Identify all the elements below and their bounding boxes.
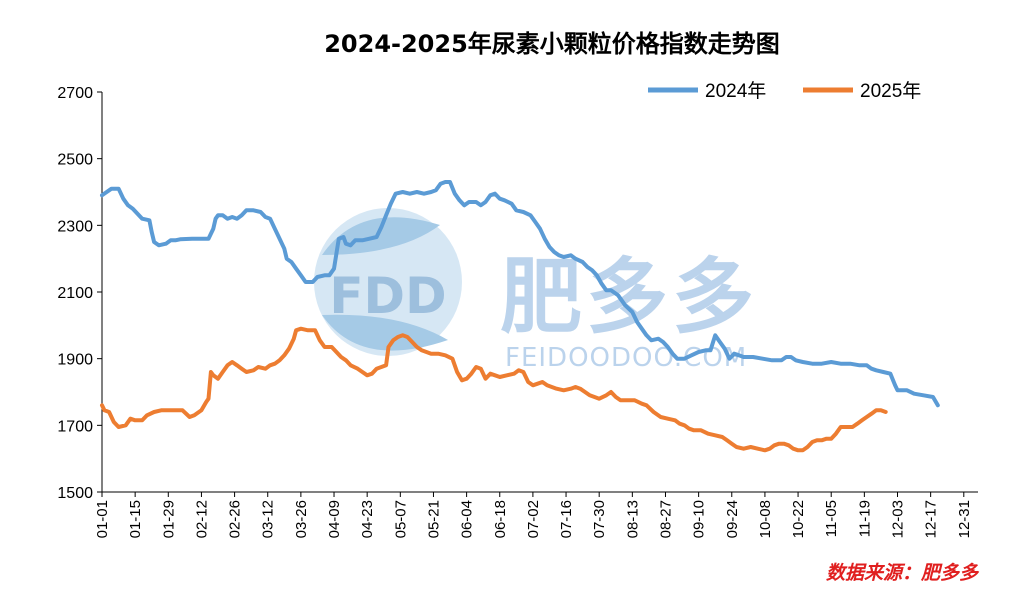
watermark-logo-text: FDD — [329, 267, 446, 325]
y-tick-label: 1700 — [57, 418, 93, 435]
x-tick-label: 12-31 — [956, 500, 973, 538]
series-layer — [100, 180, 940, 453]
x-ticks: 01-01 01-15 01-29 02-12 02-26 03-12 03-26 04-09… — [94, 492, 973, 538]
x-tick-label: 06-18 — [492, 500, 509, 538]
y-tick-label: 1900 — [57, 352, 93, 369]
x-tick-label: 01-01 — [94, 500, 111, 538]
y-tick-label: 2500 — [57, 152, 93, 169]
x-tick-label: 03-26 — [293, 500, 310, 538]
y-tick-label: 2100 — [57, 285, 93, 302]
x-tick-label: 07-30 — [591, 500, 608, 538]
x-tick-label: 07-02 — [525, 500, 542, 538]
x-tick-label: 12-17 — [923, 500, 940, 538]
x-tick-label: 01-15 — [127, 500, 144, 538]
legend-label-2024: 2024年 — [705, 80, 766, 102]
x-tick-label: 02-12 — [193, 500, 210, 538]
legend: 2024年 2025年 — [648, 80, 921, 102]
x-tick-label: 04-09 — [326, 500, 343, 538]
x-tick-label: 07-16 — [558, 500, 575, 538]
x-tick-label: 06-04 — [459, 500, 476, 538]
x-tick-label: 04-23 — [359, 500, 376, 538]
x-tick-label: 09-10 — [691, 500, 708, 538]
series-line-2024 — [100, 180, 940, 408]
source-note: 数据来源：肥多多 — [826, 562, 980, 584]
x-tick-label: 05-07 — [392, 500, 409, 538]
x-tick-label: 11-19 — [856, 500, 873, 537]
x-tick-label: 12-03 — [890, 500, 907, 538]
watermark: FDD 肥多多 FEIDOODOO.COM — [314, 208, 758, 373]
watermark-en-text: FEIDOODOO.COM — [505, 343, 747, 373]
x-tick-label: 10-22 — [790, 500, 807, 538]
watermark-cn-text: 肥多多 — [500, 250, 758, 345]
x-tick-label: 08-13 — [624, 500, 641, 538]
watermark-leaf-bottom — [322, 314, 448, 351]
x-tick-label: 11-05 — [823, 500, 840, 537]
x-tick-label: 09-24 — [724, 500, 741, 538]
x-tick-label: 10-08 — [757, 500, 774, 538]
x-tick-label: 03-12 — [260, 500, 277, 538]
series-line-2025 — [100, 326, 888, 453]
legend-label-2025: 2025年 — [860, 80, 921, 102]
y-tick-label: 2300 — [57, 218, 93, 235]
x-tick-label: 01-29 — [160, 500, 177, 538]
chart-title: 2024-2025年尿素小颗粒价格指数走势图 — [324, 30, 780, 58]
x-tick-label: 02-26 — [227, 500, 244, 538]
y-ticks: 1500 1700 1900 2100 2300 2500 2700 — [57, 85, 102, 502]
y-tick-label: 1500 — [57, 485, 93, 502]
x-tick-label: 05-21 — [425, 500, 442, 538]
y-tick-label: 2700 — [57, 85, 93, 102]
x-tick-label: 08-27 — [657, 500, 674, 538]
